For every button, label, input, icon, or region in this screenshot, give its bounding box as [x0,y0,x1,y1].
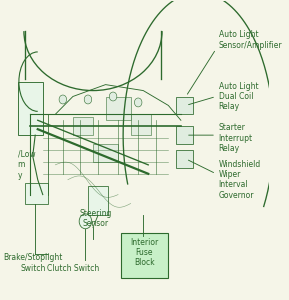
Text: Auto Light
Dual Coil
Relay: Auto Light Dual Coil Relay [218,82,258,111]
Bar [18,82,43,135]
Circle shape [79,214,92,229]
Text: Clutch Switch: Clutch Switch [47,264,99,273]
FancyBboxPatch shape [121,233,168,278]
Text: Brake/Stoplight
Switch: Brake/Stoplight Switch [3,253,62,273]
Text: Auto Light
Sensor/Amplifier: Auto Light Sensor/Amplifier [218,30,282,50]
Bar [176,97,193,114]
Bar [176,150,193,168]
Circle shape [109,92,117,101]
Text: Starter
Interrupt
Relay: Starter Interrupt Relay [218,123,253,153]
Text: Steering
Sensor: Steering Sensor [79,209,112,228]
Bar [176,126,193,144]
Bar [73,117,93,135]
Circle shape [134,98,142,107]
Bar [25,183,48,203]
Bar [105,97,131,120]
Text: Interior
Fuse
Block: Interior Fuse Block [130,238,159,267]
Bar [131,114,151,135]
Circle shape [59,95,66,104]
Text: /Low
m
y: /Low m y [18,150,35,180]
Bar [93,144,118,162]
Text: Windshield
Wiper
Interval
Governor: Windshield Wiper Interval Governor [218,160,261,200]
Circle shape [84,95,92,104]
Bar [88,186,108,215]
